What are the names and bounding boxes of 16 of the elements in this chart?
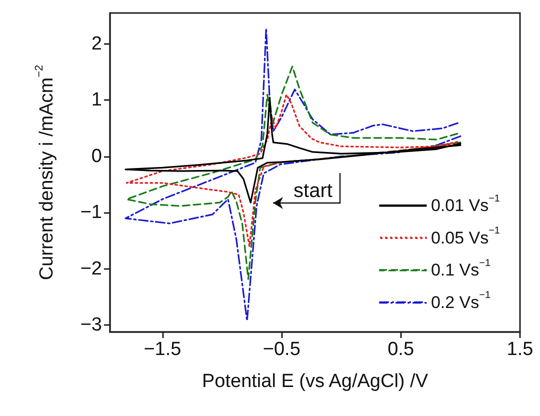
x-tick-label: −1.5 xyxy=(144,339,182,360)
x-tick-label: 1.5 xyxy=(506,339,534,360)
x-tick-label: 0.5 xyxy=(388,339,414,360)
y-tick-label: 0 xyxy=(91,146,102,167)
x-tick-label: −0.5 xyxy=(262,339,300,360)
y-tick-label: 2 xyxy=(91,33,102,54)
line-series xyxy=(126,94,462,248)
annotation: start xyxy=(294,180,333,202)
y-tick-label: 1 xyxy=(91,90,102,111)
y-axis-title: Current density i /mAcm−2 xyxy=(33,64,58,280)
x-axis-title: Potential E (vs Ag/AgCl) /V xyxy=(202,371,428,392)
y-tick-label: −2 xyxy=(80,258,102,280)
line-series xyxy=(124,27,462,322)
y-tick-label: −1 xyxy=(80,202,102,224)
line-series xyxy=(126,66,462,280)
y-tick-label: −3 xyxy=(80,314,102,336)
